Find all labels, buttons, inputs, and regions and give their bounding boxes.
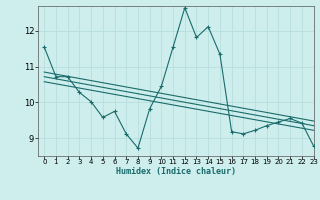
X-axis label: Humidex (Indice chaleur): Humidex (Indice chaleur): [116, 167, 236, 176]
